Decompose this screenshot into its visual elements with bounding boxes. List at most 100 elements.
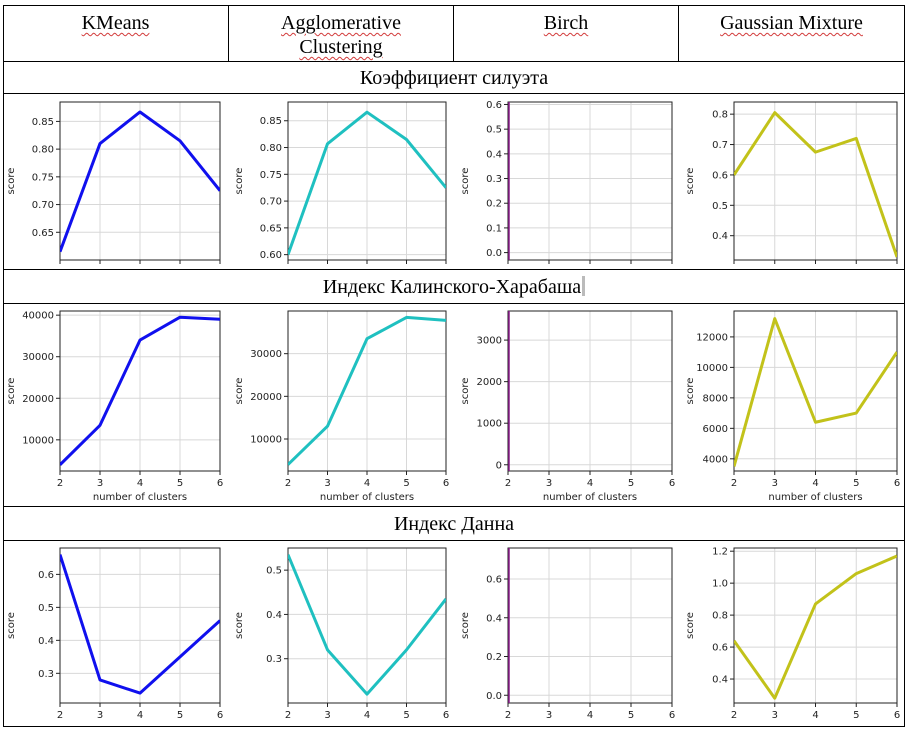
y-tick-label: 0.8 (712, 110, 728, 121)
section-plots-row-calinski (3, 304, 905, 507)
x-tick-label: 4 (587, 267, 593, 268)
x-tick-label: 2 (285, 710, 291, 721)
x-axis-label: number of clusters (768, 492, 862, 503)
grid (733, 102, 898, 260)
y-axis-label: score (6, 612, 17, 639)
plot-silhouette-kmeans: 0.65 0.70 0.75 0.80 0.85 2 3 4 5 6 score (6, 101, 223, 268)
y-tick-label: 1.0 (712, 579, 728, 590)
y-tick-label: 0.2 (486, 199, 502, 210)
plot-silhouette-agglomerative: 0.60 0.65 0.70 0.75 0.80 0.85 2 3 4 5 6 score (234, 101, 449, 268)
y-tick-label: 0.5 (712, 201, 728, 212)
x-tick-label: 4 (137, 710, 143, 721)
column-header-label: Gaussian Mixture (720, 12, 863, 34)
y-tick-label: 0.6 (486, 100, 502, 111)
column-header: Gaussian Mixture (679, 11, 904, 35)
plot-silhouette-gaussian: 0.4 0.5 0.6 0.7 0.8 2 3 4 5 6 score (685, 101, 900, 268)
grid (59, 102, 221, 260)
x-axis-label: number of clusters (93, 492, 187, 503)
y-tick-label: 30000 (22, 352, 54, 363)
x-tick-label: 4 (812, 478, 818, 489)
x-tick-label: 3 (772, 710, 778, 721)
y-tick-label: 0.4 (712, 231, 728, 242)
plot-dunn-birch: 0.0 0.2 0.4 0.6 2 3 4 5 6 score (460, 547, 675, 721)
x-tick-label: 3 (97, 267, 103, 268)
x-tick-label: 6 (443, 478, 449, 489)
y-axis-label: score (234, 168, 245, 195)
x-tick-label: 4 (137, 267, 143, 268)
y-tick-label: 0.8 (712, 611, 728, 622)
section-title: Индекс Данна (3, 512, 905, 536)
y-axis-label: score (6, 168, 17, 195)
y-tick-label: 0.75 (260, 170, 282, 181)
y-tick-label: 8000 (703, 393, 728, 404)
x-tick-label: 6 (217, 710, 223, 721)
plot-calinski-agglomerative: 10000 20000 30000 2 3 4 5 6 score number of clust… (234, 310, 449, 503)
y-tick-label: 2000 (477, 377, 502, 388)
series-line (60, 315, 220, 466)
y-tick-label: 20000 (22, 394, 54, 405)
y-tick-label: 0.3 (266, 654, 282, 665)
section-title-row-calinski: Индекс Калинского-Харабаша (3, 270, 905, 304)
y-tick-label: 0.4 (486, 149, 502, 160)
header-cell-agglomerative: Agglomerative Clustering (229, 5, 454, 62)
series-line (734, 317, 897, 467)
y-tick-label: 0.65 (32, 228, 54, 239)
x-tick-label: 4 (364, 710, 370, 721)
x-tick-label: 3 (546, 267, 552, 268)
x-tick-label: 4 (364, 267, 370, 268)
plot-dunn-agglomerative: 0.3 0.4 0.5 2 3 4 5 6 score (234, 547, 449, 721)
y-tick-label: 0.4 (266, 610, 282, 621)
x-tick-label: 5 (177, 267, 183, 268)
y-tick-label: 0.6 (712, 643, 728, 654)
y-tick-label: 0.70 (260, 197, 282, 208)
x-tick-label: 4 (812, 710, 818, 721)
y-tick-label: 0.5 (266, 566, 282, 577)
y-tick-label: 0.60 (260, 250, 282, 261)
section-title-row-dunn: Индекс Данна (3, 507, 905, 541)
column-header-label: KMeans (81, 12, 150, 34)
x-tick-label: 5 (628, 710, 634, 721)
series-line (734, 554, 897, 700)
x-tick-label: 5 (403, 478, 409, 489)
y-axis-label: score (234, 612, 245, 639)
y-axis-label: score (460, 168, 471, 195)
y-tick-label: 0.75 (32, 172, 54, 183)
plot-dunn-kmeans: 0.3 0.4 0.5 0.6 2 3 4 5 6 score (6, 547, 223, 721)
x-tick-label: 2 (505, 710, 511, 721)
column-header: KMeans (3, 11, 228, 35)
series-line (288, 554, 446, 696)
y-tick-label: 0.6 (486, 575, 502, 586)
x-tick-label: 2 (285, 267, 291, 268)
y-tick-label: 10000 (22, 435, 54, 446)
y-tick-label: 0.65 (260, 223, 282, 234)
y-axis-label: score (460, 378, 471, 405)
header-cell-gaussian: Gaussian Mixture (679, 5, 905, 62)
y-tick-label: 0.0 (486, 248, 502, 259)
y-tick-label: 0.4 (712, 675, 728, 686)
y-tick-label: 20000 (250, 392, 282, 403)
x-tick-label: 3 (97, 710, 103, 721)
x-tick-label: 6 (669, 710, 675, 721)
x-tick-label: 3 (324, 267, 330, 268)
comparison-table (3, 5, 905, 727)
plot-calinski-birch: 0 1000 2000 3000 2 3 4 5 6 score number of cluster… (460, 310, 675, 503)
y-tick-label: 0.80 (32, 145, 54, 156)
section-title-row-silhouette: Коэффициент силуэта (3, 62, 905, 94)
x-tick-label: 5 (628, 267, 634, 268)
section-plots-row-dunn (3, 541, 905, 727)
x-tick-label: 3 (546, 478, 552, 489)
y-tick-label: 0.4 (38, 636, 54, 647)
x-tick-label: 6 (217, 478, 223, 489)
section-title: Коэффициент силуэта (359, 67, 549, 89)
x-tick-label: 5 (853, 710, 859, 721)
y-tick-label: 30000 (250, 349, 282, 360)
x-tick-label: 2 (731, 710, 737, 721)
y-tick-label: 1000 (477, 419, 502, 430)
x-tick-label: 5 (403, 710, 409, 721)
x-tick-label: 3 (546, 710, 552, 721)
plot-dunn-gaussian: 0.4 0.6 0.8 1.0 1.2 2 3 4 5 6 score (685, 547, 900, 721)
section-plots-row-silhouette (3, 94, 905, 270)
x-tick-label: 5 (853, 478, 859, 489)
y-tick-label: 0.2 (486, 652, 502, 663)
y-tick-label: 0.5 (38, 603, 54, 614)
